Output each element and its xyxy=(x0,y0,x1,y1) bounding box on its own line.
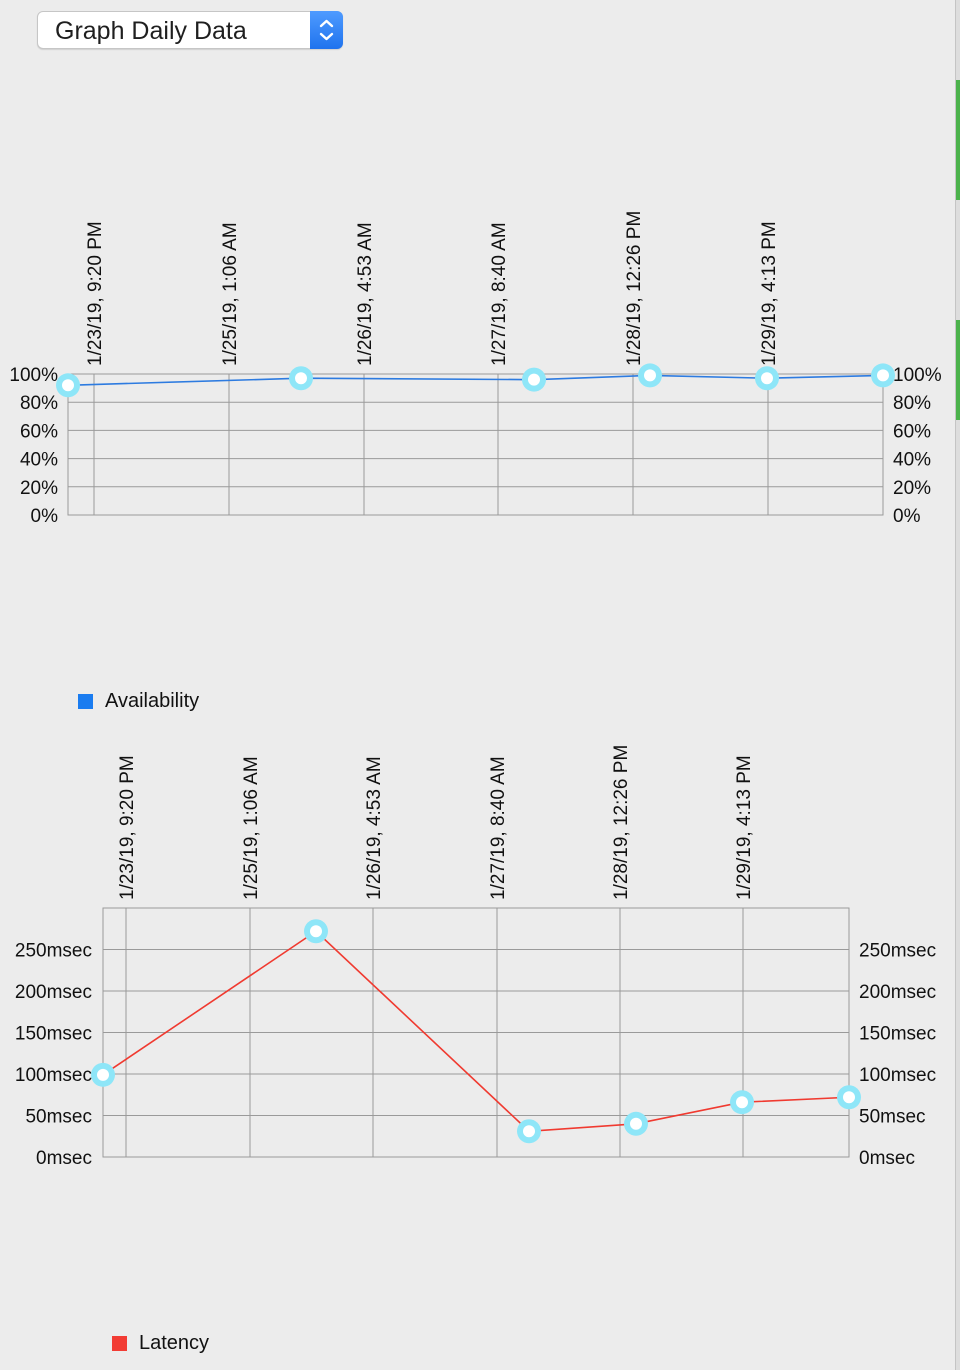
latency-chart: 250msec 250msec 200msec 200msec 150msec 150ms… xyxy=(15,745,936,1169)
y-tick-label-left: 100% xyxy=(9,365,58,386)
x-tick-label: 1/28/19, 12:26 PM xyxy=(624,211,645,366)
y-tick-label-right: 0msec xyxy=(859,1148,915,1169)
y-tick-label-right: 20% xyxy=(893,478,931,499)
chevron-up-down-icon[interactable] xyxy=(310,11,343,49)
y-tick-label-right: 100msec xyxy=(859,1065,936,1086)
y-tick-label-left: 80% xyxy=(20,393,58,414)
y-tick-label-left: 150msec xyxy=(15,1024,92,1045)
y-tick-label-right: 200msec xyxy=(859,982,936,1003)
x-tick-label: 1/27/19, 8:40 AM xyxy=(488,756,509,900)
y-tick-label-left: 0% xyxy=(31,506,59,527)
data-point-center xyxy=(97,1068,109,1081)
x-tick-label: 1/28/19, 12:26 PM xyxy=(611,745,632,900)
availability-legend-label: Availability xyxy=(105,690,200,712)
series-line xyxy=(102,930,850,1133)
availability-legend-swatch xyxy=(78,694,93,709)
y-tick-label-right: 0% xyxy=(893,506,921,527)
x-tick-label: 1/26/19, 4:53 AM xyxy=(355,222,376,366)
x-tick-label: 1/29/19, 4:13 PM xyxy=(759,221,780,366)
y-tick-label-right: 60% xyxy=(893,421,931,442)
y-tick-label-left: 20% xyxy=(20,478,58,499)
data-point-center xyxy=(523,1125,535,1138)
data-point-center xyxy=(644,369,656,382)
y-tick-label-left: 0msec xyxy=(36,1148,92,1169)
plot-frame xyxy=(67,373,884,516)
latency-legend: Latency xyxy=(112,1332,209,1355)
y-tick-label-right: 100% xyxy=(893,365,942,386)
data-point-center xyxy=(310,925,322,938)
y-tick-label-left: 40% xyxy=(20,450,58,471)
x-tick-label: 1/23/19, 9:20 PM xyxy=(85,221,106,366)
data-point-center xyxy=(62,379,74,392)
y-tick-label-left: 100msec xyxy=(15,1065,92,1086)
x-tick-label: 1/29/19, 4:13 PM xyxy=(734,755,755,900)
y-tick-label-left: 60% xyxy=(20,421,58,442)
graph-mode-popup[interactable]: Graph Daily Data xyxy=(37,11,343,49)
y-tick-label-right: 250msec xyxy=(859,941,936,962)
latency-legend-label: Latency xyxy=(139,1332,210,1354)
latency-legend-swatch xyxy=(112,1336,127,1351)
data-point-center xyxy=(528,373,540,386)
data-point-center xyxy=(295,372,307,385)
data-point-center xyxy=(761,372,773,385)
edge-highlight xyxy=(956,320,960,420)
y-tick-label-left: 200msec xyxy=(15,982,92,1003)
edge-highlight xyxy=(956,80,960,200)
y-tick-label-right: 150msec xyxy=(859,1024,936,1045)
y-tick-label-right: 50msec xyxy=(859,1107,926,1128)
data-point-center xyxy=(630,1117,642,1130)
x-tick-label: 1/23/19, 9:20 PM xyxy=(117,755,138,900)
x-tick-label: 1/27/19, 8:40 AM xyxy=(489,222,510,366)
y-tick-label-right: 40% xyxy=(893,450,931,471)
data-point-center xyxy=(877,369,889,382)
x-tick-label: 1/25/19, 1:06 AM xyxy=(241,756,262,900)
graph-mode-popup-label: Graph Daily Data xyxy=(55,17,247,45)
x-tick-label: 1/25/19, 1:06 AM xyxy=(220,222,241,366)
data-point-center xyxy=(736,1096,748,1109)
availability-chart: 100% 100% 80% 80% 60% 60% 40% 40% 20% 20% 0% 0% 1/23… xyxy=(9,211,942,527)
y-tick-label-left: 50msec xyxy=(25,1107,92,1128)
data-point-center xyxy=(843,1091,855,1104)
y-tick-label-right: 80% xyxy=(893,393,931,414)
series-line xyxy=(67,374,884,387)
x-tick-label: 1/26/19, 4:53 AM xyxy=(364,756,385,900)
window-edge xyxy=(955,0,960,1370)
availability-legend: Availability xyxy=(78,690,199,713)
y-tick-label-left: 250msec xyxy=(15,941,92,962)
